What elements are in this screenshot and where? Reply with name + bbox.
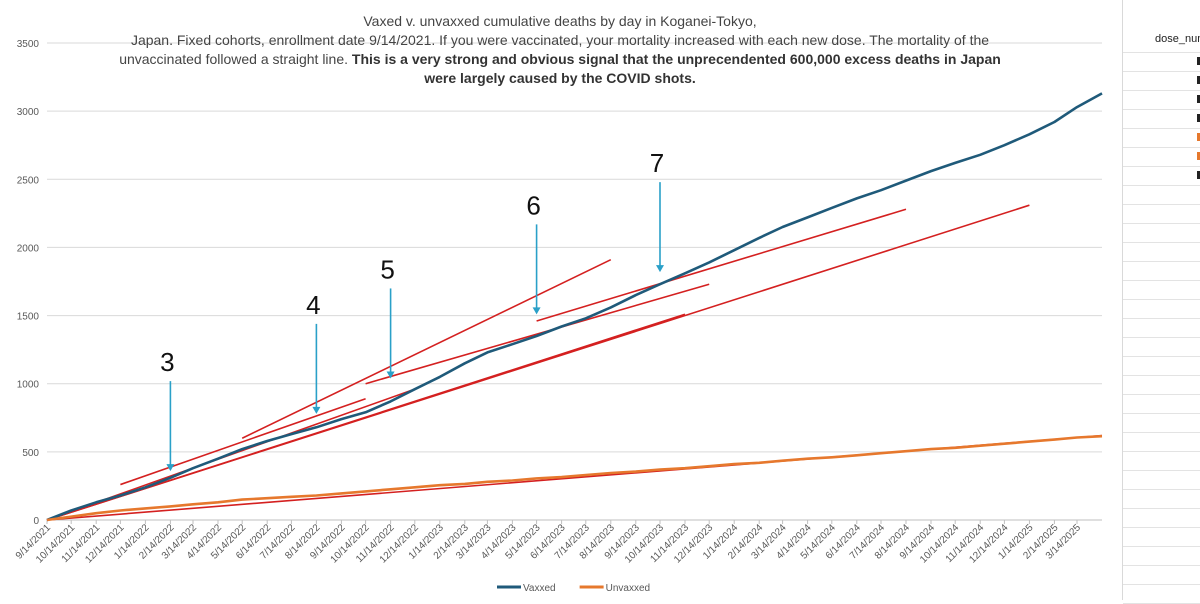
- chart-area: 0 500 1000 1500 2000 2500 3000 3500 9/14/2021 10…: [13, 12, 1103, 594]
- cropped-cell-value: [1197, 95, 1200, 103]
- dose-label: 7: [650, 148, 664, 178]
- spreadsheet-edge: dose_num: [1122, 0, 1200, 604]
- arrow-down-icon: [655, 265, 664, 273]
- sheet-row-line: [1123, 71, 1200, 72]
- cropped-cell-value: [1197, 57, 1200, 65]
- legend-label: Unvaxxed: [606, 583, 650, 594]
- sheet-row-line: [1123, 451, 1200, 452]
- y-tick-label: 2500: [17, 175, 40, 186]
- y-tick-label: 3500: [17, 39, 40, 50]
- sheet-row-line: [1123, 204, 1200, 205]
- dose-label: 6: [526, 190, 540, 220]
- sheet-row-line: [1123, 90, 1200, 91]
- series-line-vaxxed: [46, 92, 1103, 522]
- sheet-row-line: [1123, 432, 1200, 433]
- arrow-down-icon: [312, 406, 321, 414]
- y-tick-label: 1500: [17, 312, 40, 323]
- title-text: unvaccinated followed a straight line.: [119, 51, 352, 67]
- legend-label: Vaxxed: [523, 583, 556, 594]
- dose-label: 5: [380, 254, 394, 284]
- chart-title: Vaxed v. unvaxxed cumulative deaths by d…: [110, 12, 1010, 88]
- y-tick-label: 500: [22, 448, 39, 459]
- dose-label: 4: [306, 290, 320, 320]
- sheet-row-line: [1123, 337, 1200, 338]
- sheet-row-line: [1123, 109, 1200, 110]
- cropped-cell-value: [1197, 133, 1200, 141]
- sheet-row-line: [1123, 242, 1200, 243]
- trend-line: [46, 204, 1030, 521]
- sheet-row-line: [1123, 546, 1200, 547]
- sheet-row-line: [1123, 223, 1200, 224]
- sheet-row-line: [1123, 166, 1200, 167]
- sheet-row-line: [1123, 489, 1200, 490]
- sheet-row-line: [1123, 527, 1200, 528]
- sheet-row-line: [1123, 128, 1200, 129]
- sheet-row-line: [1123, 52, 1200, 53]
- arrow-down-icon: [532, 307, 541, 315]
- sheet-row-line: [1123, 413, 1200, 414]
- sheet-row-line: [1123, 185, 1200, 186]
- cropped-cell-value: [1197, 76, 1200, 84]
- sheet-row-line: [1123, 394, 1200, 395]
- y-tick-label: 3000: [17, 107, 40, 118]
- title-text: Vaxed v. unvaxxed cumulative deaths by d…: [363, 13, 757, 29]
- sheet-row-line: [1123, 565, 1200, 566]
- y-tick-label: 0: [33, 516, 39, 527]
- arrow-down-icon: [386, 371, 395, 379]
- sheet-row-line: [1123, 299, 1200, 300]
- sheet-row-line: [1123, 147, 1200, 148]
- cropped-cell-value: [1197, 114, 1200, 122]
- y-tick-label: 1000: [17, 380, 40, 391]
- trend-line: [536, 208, 907, 322]
- title-line: Vaxed v. unvaxxed cumulative deaths by d…: [110, 12, 1010, 31]
- title-bold-text: were largely caused by the COVID shots.: [424, 70, 696, 86]
- sheet-row-line: [1123, 584, 1200, 585]
- title-bold-text: This is a very strong and obvious signal…: [351, 51, 1001, 67]
- title-line: were largely caused by the COVID shots.: [110, 69, 1010, 88]
- title-line: unvaccinated followed a straight line. T…: [110, 50, 1010, 69]
- series-line-unvaxxed: [46, 434, 1103, 522]
- trend-line: [241, 258, 612, 439]
- cropped-cell-value: [1197, 171, 1200, 179]
- sheet-row-line: [1123, 375, 1200, 376]
- sheet-row-line: [1123, 261, 1200, 262]
- trend-line: [365, 283, 710, 385]
- sheet-row-line: [1123, 318, 1200, 319]
- arrow-down-icon: [166, 464, 175, 472]
- cropped-cell-value: [1197, 152, 1200, 160]
- y-tick-label: 2000: [17, 243, 40, 254]
- sheet-row-line: [1123, 280, 1200, 281]
- trend-line: [120, 397, 366, 486]
- column-header: dose_num: [1155, 33, 1200, 45]
- dose-label: 3: [160, 347, 174, 377]
- sheet-row-line: [1123, 508, 1200, 509]
- sheet-row-line: [1123, 470, 1200, 471]
- title-text: Japan. Fixed cohorts, enrollment date 9/…: [130, 32, 990, 48]
- title-line: Japan. Fixed cohorts, enrollment date 9/…: [110, 31, 1010, 50]
- sheet-row-line: [1123, 356, 1200, 357]
